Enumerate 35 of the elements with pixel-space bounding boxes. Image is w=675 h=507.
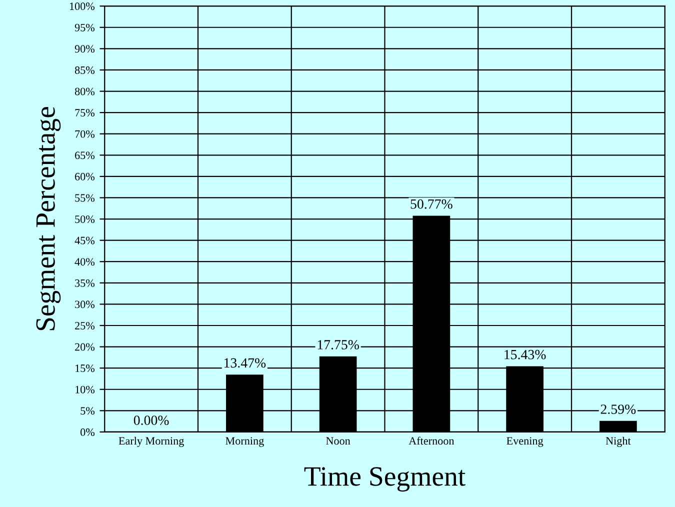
y-tick-label: 80%: [74, 88, 95, 96]
data-label: 50.77%: [410, 199, 452, 209]
y-tick-label: 5%: [80, 407, 95, 415]
x-tick-label: Noon: [326, 437, 350, 445]
y-tick-label: 65%: [75, 152, 95, 160]
x-tick-label: Morning: [226, 437, 264, 447]
data-label: 2.59%: [600, 404, 636, 414]
x-tick-label: Night: [606, 436, 631, 447]
y-tick-label: 40%: [74, 258, 95, 266]
data-label: 13.47%: [224, 358, 266, 368]
data-label: 0.00%: [134, 416, 169, 426]
y-tick-label: 95%: [74, 24, 95, 32]
y-tick-label: 0%: [80, 428, 95, 436]
y-tick-label: 50%: [75, 215, 95, 224]
y-tick-label: 85%: [74, 66, 95, 74]
y-tick-label: 75%: [75, 109, 95, 117]
y-tick-label: 35%: [75, 279, 95, 287]
y-tick-label: 60%: [75, 172, 95, 180]
x-tick-label: Early Morning: [118, 436, 184, 447]
y-tick-label: 15%: [76, 364, 95, 372]
y-tick-label: 100%: [70, 2, 95, 10]
y-tick-label: 25%: [75, 322, 95, 330]
data-label: 17.75%: [318, 340, 359, 350]
y-tick-label: 70%: [75, 130, 95, 138]
y-tick-label: 45%: [74, 236, 95, 244]
x-axis-title: Time Segment: [304, 467, 466, 492]
y-tick-label: 55%: [75, 194, 95, 202]
y-tick-label: 10%: [76, 386, 95, 394]
y-tick-label: 20%: [75, 343, 95, 351]
data-label: 15.43%: [504, 350, 546, 360]
y-tick-label: 30%: [75, 300, 95, 308]
x-tick-label: Afternoon: [408, 436, 454, 445]
y-tick-label: 90%: [74, 45, 95, 53]
y-axis-title: Segment Percentage: [36, 106, 61, 330]
x-tick-label: Evening: [506, 437, 544, 447]
